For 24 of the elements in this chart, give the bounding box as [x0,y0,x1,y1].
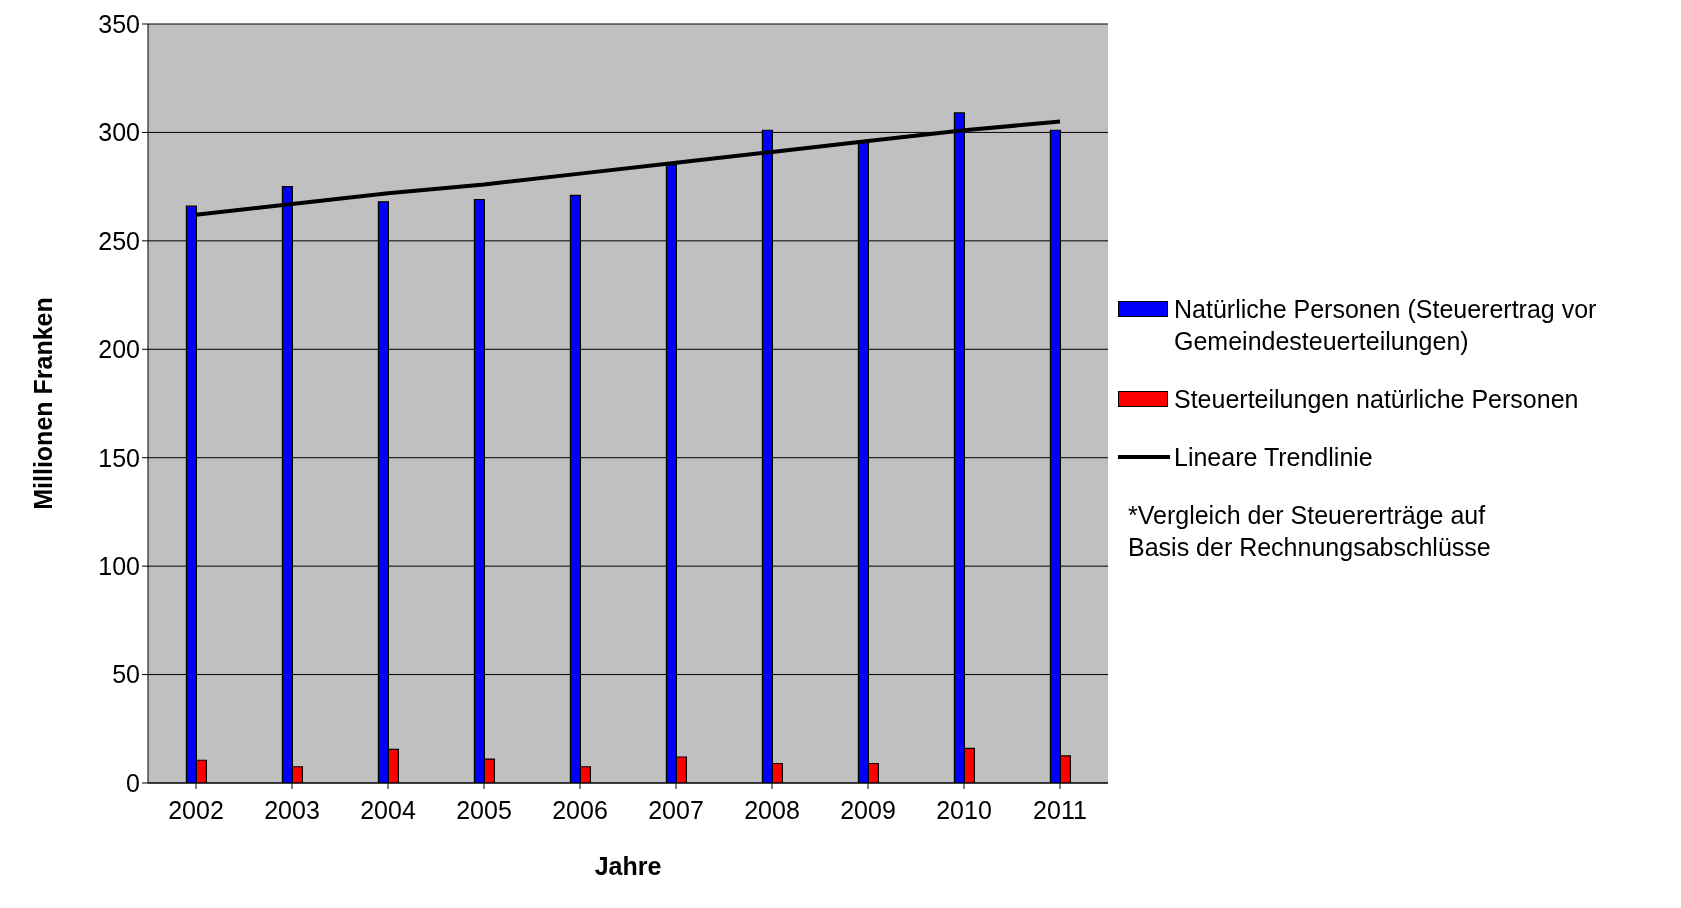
x-tick-label: 2008 [744,795,800,824]
y-tick-label: 250 [98,226,140,255]
y-axis-title: Millionen Franken [28,297,57,510]
legend-label: Steuerteilungen natürliche Personen [1174,384,1579,415]
x-tick-label: 2007 [648,795,704,824]
y-tick-label: 0 [126,768,140,797]
x-axis-title: Jahre [594,852,662,880]
y-tick-label: 300 [98,118,140,147]
y-tick-label: 100 [98,552,140,581]
y-tick-label: 200 [98,335,140,364]
x-tick-label: 2005 [456,795,512,824]
x-tick-label: 2002 [168,795,224,824]
text: *Vergleich der Steuererträge auf Basis der Rechnungsabschlüsse [1128,500,1492,563]
legend-label: Lineare Trendlinie [1174,442,1373,473]
x-tick-label: 2006 [552,795,608,824]
legend-label: Natürliche Personen (Steuerertrag vor Gemeindesteuerteilungen) [1174,294,1598,357]
y-tick-label: 50 [112,660,140,689]
y-tick-label: 350 [98,9,140,38]
y-tick-label: 150 [98,443,140,472]
x-tick-label: 2011 [1033,795,1087,824]
x-tick-label: 2004 [360,795,416,824]
x-tick-label: 2009 [840,795,896,824]
x-tick-label: 2003 [264,795,320,824]
x-tick-label: 2010 [936,795,992,824]
